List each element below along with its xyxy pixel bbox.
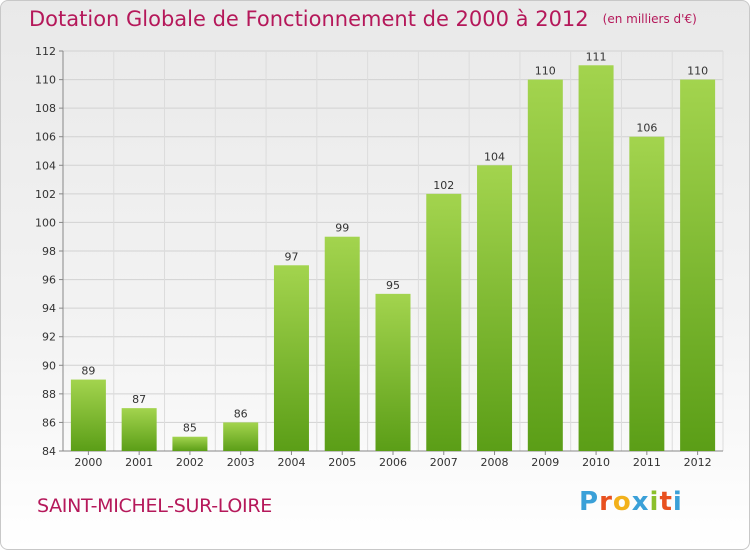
x-tick-label: 2010 bbox=[582, 456, 610, 469]
y-tick-label: 84 bbox=[42, 445, 56, 458]
y-tick-label: 106 bbox=[35, 131, 56, 144]
y-tick-label: 104 bbox=[35, 159, 56, 172]
bar-value-label: 104 bbox=[484, 150, 505, 163]
y-tick-label: 100 bbox=[35, 216, 56, 229]
bar bbox=[223, 422, 259, 451]
x-tick-label: 2002 bbox=[176, 456, 204, 469]
bar bbox=[375, 293, 411, 451]
bar bbox=[273, 265, 309, 451]
logo-letter: t bbox=[659, 487, 673, 517]
bar bbox=[426, 193, 462, 451]
bar-value-label: 102 bbox=[433, 179, 454, 192]
x-tick-label: 2012 bbox=[684, 456, 712, 469]
x-tick-label: 2005 bbox=[328, 456, 356, 469]
bar-value-label: 95 bbox=[386, 279, 400, 292]
x-tick-label: 2007 bbox=[430, 456, 458, 469]
y-tick-label: 110 bbox=[35, 74, 56, 87]
y-tick-label: 112 bbox=[35, 45, 56, 58]
logo-letter: o bbox=[612, 487, 632, 517]
logo-letter: i bbox=[649, 487, 660, 517]
x-tick-label: 2009 bbox=[531, 456, 559, 469]
bar bbox=[578, 65, 614, 452]
x-tick-label: 2004 bbox=[277, 456, 305, 469]
bar-value-label: 97 bbox=[284, 250, 298, 263]
bar-value-label: 110 bbox=[687, 65, 708, 78]
bar-value-label: 106 bbox=[636, 122, 657, 135]
logo-letter: x bbox=[631, 487, 650, 517]
y-tick-label: 98 bbox=[42, 245, 56, 258]
bar-value-label: 87 bbox=[132, 393, 146, 406]
bar bbox=[121, 408, 157, 451]
bar-value-label: 85 bbox=[183, 422, 197, 435]
y-tick-label: 108 bbox=[35, 102, 56, 115]
chart-unit: (en milliers d'€) bbox=[602, 12, 697, 26]
bar-value-label: 89 bbox=[81, 365, 95, 378]
logo-letter: r bbox=[599, 487, 613, 517]
x-tick-label: 2011 bbox=[633, 456, 661, 469]
bar bbox=[70, 379, 106, 451]
chart-title-text: Dotation Globale de Fonctionnement de 20… bbox=[29, 7, 589, 31]
bars bbox=[70, 65, 716, 452]
y-tick-label: 96 bbox=[42, 274, 56, 287]
bar-value-label: 110 bbox=[535, 65, 556, 78]
bar bbox=[527, 79, 563, 452]
y-tick-label: 86 bbox=[42, 416, 56, 429]
x-tick-label: 2006 bbox=[379, 456, 407, 469]
logo-letter: P bbox=[579, 487, 600, 517]
x-tick-label: 2003 bbox=[227, 456, 255, 469]
x-tick-label: 2001 bbox=[125, 456, 153, 469]
bar-value-label: 86 bbox=[234, 407, 248, 420]
bar bbox=[680, 79, 716, 452]
y-tick-label: 94 bbox=[42, 302, 56, 315]
bar bbox=[629, 136, 665, 451]
y-tick-label: 102 bbox=[35, 188, 56, 201]
commune-name: SAINT-MICHEL-SUR-LOIRE bbox=[37, 495, 272, 517]
bar-value-label: 99 bbox=[335, 222, 349, 235]
bar bbox=[324, 236, 360, 451]
bar bbox=[477, 165, 513, 452]
y-tick-label: 88 bbox=[42, 388, 56, 401]
bar-value-label: 111 bbox=[586, 50, 607, 63]
bar bbox=[172, 436, 208, 451]
x-tick-label: 2008 bbox=[481, 456, 509, 469]
logo-letter: i bbox=[672, 487, 683, 517]
y-tick-label: 92 bbox=[42, 331, 56, 344]
chart-title: Dotation Globale de Fonctionnement de 20… bbox=[29, 7, 697, 31]
y-tick-label: 90 bbox=[42, 359, 56, 372]
proxiti-logo: Proxiti bbox=[579, 487, 683, 517]
labels: 84 86 88 90 92 94 96 98 100 102 104 106 108 110 112 89 2… bbox=[35, 45, 712, 469]
x-tick-label: 2000 bbox=[74, 456, 102, 469]
